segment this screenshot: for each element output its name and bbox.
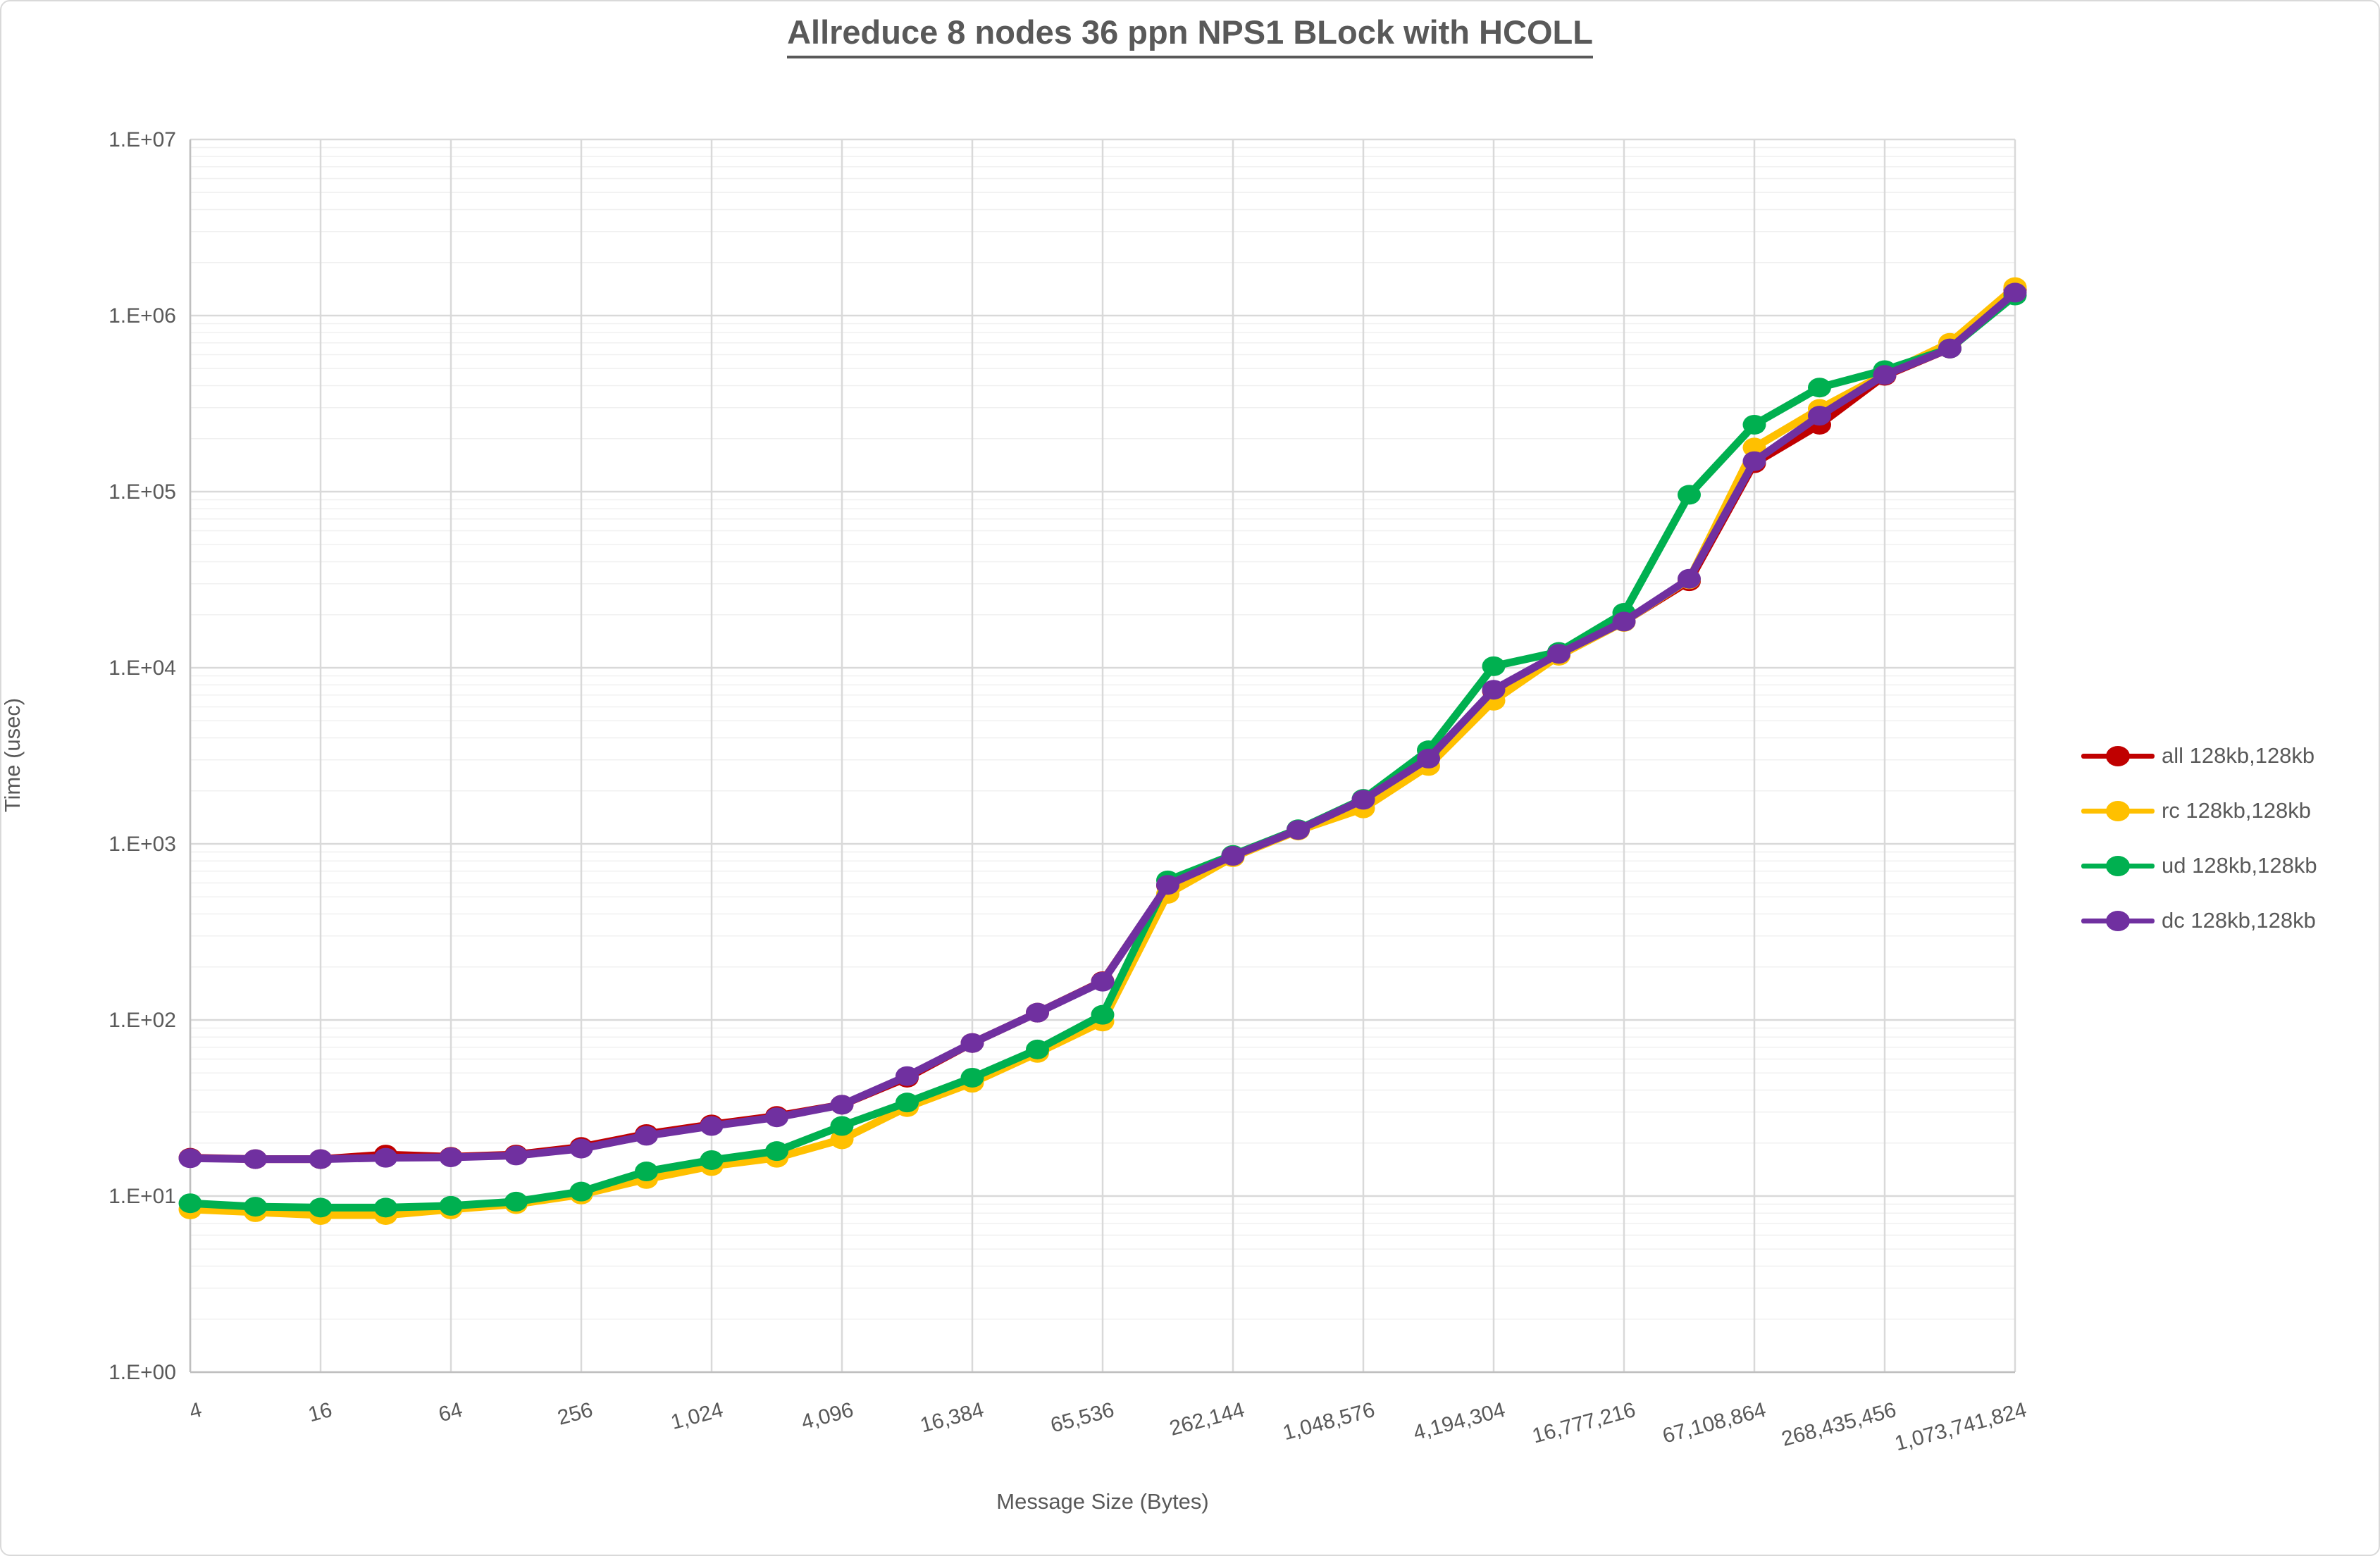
data-point-ud [1742,414,1766,435]
x-tick-label: 16,384 [918,1398,986,1438]
data-point-dc [504,1145,528,1166]
x-tick-label: 1,048,576 [1280,1398,1377,1445]
data-point-ud [1678,485,1701,505]
y-tick-label: 1.E+04 [109,656,176,680]
data-point-dc [1351,790,1375,810]
data-point-dc [374,1147,397,1168]
data-point-dc [439,1147,463,1167]
x-tick-label: 64 [436,1398,465,1427]
chart-title-text: Allreduce 8 nodes 36 ppn NPS1 BLock with… [787,13,1593,58]
x-tick-label: 4,096 [799,1398,856,1434]
legend-label: all 128kb,128kb [2162,743,2315,768]
data-point-ud [244,1197,267,1217]
data-point-ud [830,1116,854,1136]
data-point-dc [1156,875,1179,895]
y-tick-label: 1.E+01 [109,1185,176,1208]
data-point-ud [895,1093,919,1113]
x-tick-label: 4 [187,1398,204,1424]
x-tick-label: 268,435,456 [1779,1398,1899,1451]
x-tick-label: 256 [555,1398,595,1430]
data-point-dc [1547,644,1570,664]
x-tick-label: 1,073,741,824 [1892,1398,2029,1456]
data-point-dc [1417,748,1440,768]
x-tick-label: 1,024 [669,1398,726,1434]
y-tick-label: 1.E+02 [109,1009,176,1032]
data-point-ud [765,1141,788,1162]
x-tick-label: 16 [306,1398,335,1427]
data-point-dc [309,1149,333,1169]
data-point-dc [1808,406,1831,426]
x-tick-label: 16,777,216 [1530,1398,1638,1448]
data-point-dc [1482,680,1506,700]
chart-legend: all 128kb,128kb rc 128kb,128kb ud 128kb,12… [2081,728,2317,948]
legend-marker-all [2081,745,2155,766]
data-point-ud [1026,1039,1049,1059]
data-point-dc [700,1116,724,1136]
y-tick-label: 1.E+07 [109,128,176,151]
legend-marker-rc [2081,800,2155,821]
data-point-ud [504,1191,528,1212]
data-point-dc [960,1033,984,1053]
data-point-dc [1612,611,1636,632]
legend-item-dc: dc 128kb,128kb [2081,893,2317,948]
x-tick-label: 67,108,864 [1660,1398,1768,1448]
data-point-dc [1873,365,1897,385]
x-tick-label: 4,194,304 [1411,1398,1507,1445]
legend-marker-ud [2081,855,2155,876]
data-point-ud [374,1197,397,1218]
data-point-ud [309,1197,333,1218]
data-point-dc [635,1126,658,1146]
data-point-dc [830,1095,854,1115]
y-tick-label: 1.E+03 [109,833,176,856]
data-point-dc [1026,1002,1049,1023]
data-point-dc [895,1066,919,1086]
data-point-dc [244,1149,267,1169]
x-tick-label: 65,536 [1048,1398,1117,1438]
x-axis-title: Message Size (Bytes) [996,1489,1209,1514]
legend-marker-dc [2081,910,2155,931]
data-point-dc [1221,846,1245,866]
x-tick-label: 262,144 [1167,1398,1247,1440]
data-point-ud [1482,656,1506,676]
data-point-dc [1287,820,1310,840]
data-point-ud [439,1195,463,1216]
data-point-ud [1808,378,1831,398]
data-point-ud [635,1162,658,1182]
legend-label: ud 128kb,128kb [2162,853,2317,878]
y-tick-label: 1.E+05 [109,480,176,504]
data-point-dc [569,1138,593,1159]
legend-item-rc: rc 128kb,128kb [2081,783,2317,838]
data-point-dc [765,1107,788,1128]
legend-item-all: all 128kb,128kb [2081,728,2317,783]
legend-label: rc 128kb,128kb [2162,798,2311,823]
y-tick-label: 1.E+06 [109,304,176,328]
data-point-ud [1091,1004,1115,1025]
data-point-ud [700,1150,724,1170]
data-point-ud [178,1193,202,1214]
legend-item-ud: ud 128kb,128kb [2081,838,2317,893]
data-point-dc [2003,282,2027,303]
data-point-dc [1678,568,1701,589]
y-tick-label: 1.E+00 [109,1361,176,1384]
data-point-dc [1938,338,1961,359]
data-point-dc [1091,971,1115,992]
legend-label: dc 128kb,128kb [2162,908,2316,933]
data-point-ud [960,1067,984,1088]
data-point-ud [569,1181,593,1202]
chart-title: Allreduce 8 nodes 36 ppn NPS1 BLock with… [1,13,2379,58]
data-point-dc [1742,451,1766,471]
data-point-dc [178,1148,202,1169]
